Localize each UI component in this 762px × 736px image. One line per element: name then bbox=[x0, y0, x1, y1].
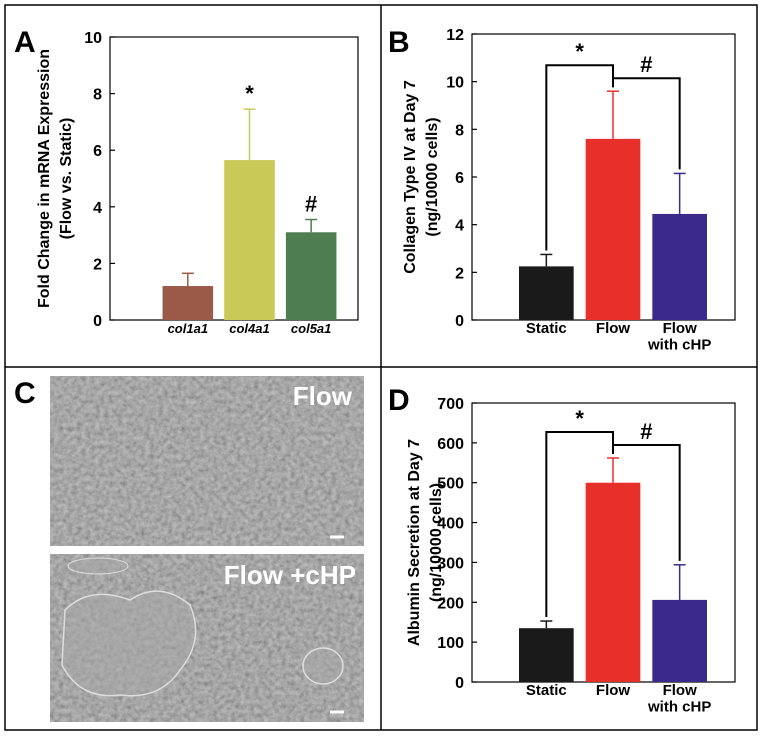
y-tick-label: 2 bbox=[93, 256, 102, 273]
significance-bracket bbox=[545, 64, 614, 251]
y-tick-label: 6 bbox=[455, 170, 464, 187]
annotation: # bbox=[640, 52, 652, 77]
colony bbox=[302, 647, 344, 685]
significance-bracket bbox=[612, 77, 681, 170]
micrograph-texture bbox=[50, 376, 364, 546]
panel-letter: B bbox=[388, 26, 410, 59]
bar bbox=[652, 599, 707, 682]
image-label: Flow bbox=[293, 381, 353, 411]
y-tick-label: 700 bbox=[437, 396, 464, 413]
annotation: * bbox=[575, 406, 584, 431]
colony bbox=[61, 590, 197, 697]
panel-c: C Flow Flow +cHP bbox=[14, 376, 364, 722]
annotation: * bbox=[575, 39, 584, 64]
significance-bracket bbox=[612, 444, 681, 561]
colony bbox=[67, 557, 129, 575]
y-axis-label: Albumin Secretion at Day 7 bbox=[406, 439, 423, 646]
y-axis-label: (ng/10000 cells) bbox=[428, 483, 445, 602]
x-tick-label: Flow with cHP bbox=[647, 682, 711, 716]
annotation: * bbox=[245, 81, 254, 106]
x-tick-label: col4a1 bbox=[229, 321, 269, 336]
panel-letter: C bbox=[14, 377, 36, 410]
panel-letter: D bbox=[388, 384, 410, 417]
y-tick-label: 2 bbox=[455, 265, 464, 282]
y-tick-label: 4 bbox=[93, 200, 102, 217]
bar bbox=[519, 266, 574, 320]
significance-bracket bbox=[545, 431, 614, 618]
annotation: # bbox=[640, 419, 652, 444]
x-tick-label: Flow bbox=[596, 682, 630, 699]
y-tick-label: 12 bbox=[446, 27, 464, 44]
panel-letter: A bbox=[14, 26, 36, 59]
bar bbox=[519, 628, 574, 682]
y-axis-label: (ng/10000 cells) bbox=[424, 117, 441, 236]
y-tick-label: 0 bbox=[93, 313, 102, 330]
x-tick-label: Static bbox=[526, 320, 567, 337]
y-tick-label: 200 bbox=[437, 595, 464, 612]
y-axis-label: (Flow vs. Static) bbox=[58, 118, 75, 240]
y-tick-label: 600 bbox=[437, 436, 464, 453]
bar bbox=[652, 213, 707, 320]
annotation: # bbox=[305, 192, 317, 217]
bar bbox=[162, 286, 214, 320]
image-label: Flow +cHP bbox=[224, 560, 356, 590]
x-tick-label: Static bbox=[526, 682, 567, 699]
y-tick-label: 500 bbox=[437, 476, 464, 493]
y-tick-label: 100 bbox=[437, 635, 464, 652]
x-tick-label: Flow with cHP bbox=[647, 320, 711, 354]
y-tick-label: 300 bbox=[437, 555, 464, 572]
bar bbox=[585, 138, 641, 320]
bar bbox=[224, 160, 275, 320]
y-tick-label: 6 bbox=[93, 143, 102, 160]
y-tick-label: 4 bbox=[455, 218, 464, 235]
y-tick-label: 0 bbox=[455, 675, 464, 692]
bar bbox=[585, 482, 641, 682]
y-tick-label: 400 bbox=[437, 516, 464, 533]
y-tick-label: 10 bbox=[446, 75, 464, 92]
y-tick-label: 10 bbox=[84, 30, 102, 47]
x-tick-label: col5a1 bbox=[291, 321, 331, 336]
y-tick-label: 0 bbox=[455, 313, 464, 330]
x-tick-label: Flow bbox=[596, 320, 630, 337]
y-tick-label: 8 bbox=[93, 87, 102, 104]
y-tick-label: 8 bbox=[455, 122, 464, 139]
y-axis-label: Fold Change in mRNA Expression bbox=[36, 49, 53, 308]
x-tick-label: col1a1 bbox=[168, 321, 208, 336]
y-axis-label: Collagen Type IV at Day 7 bbox=[402, 80, 419, 274]
bar bbox=[285, 232, 337, 320]
